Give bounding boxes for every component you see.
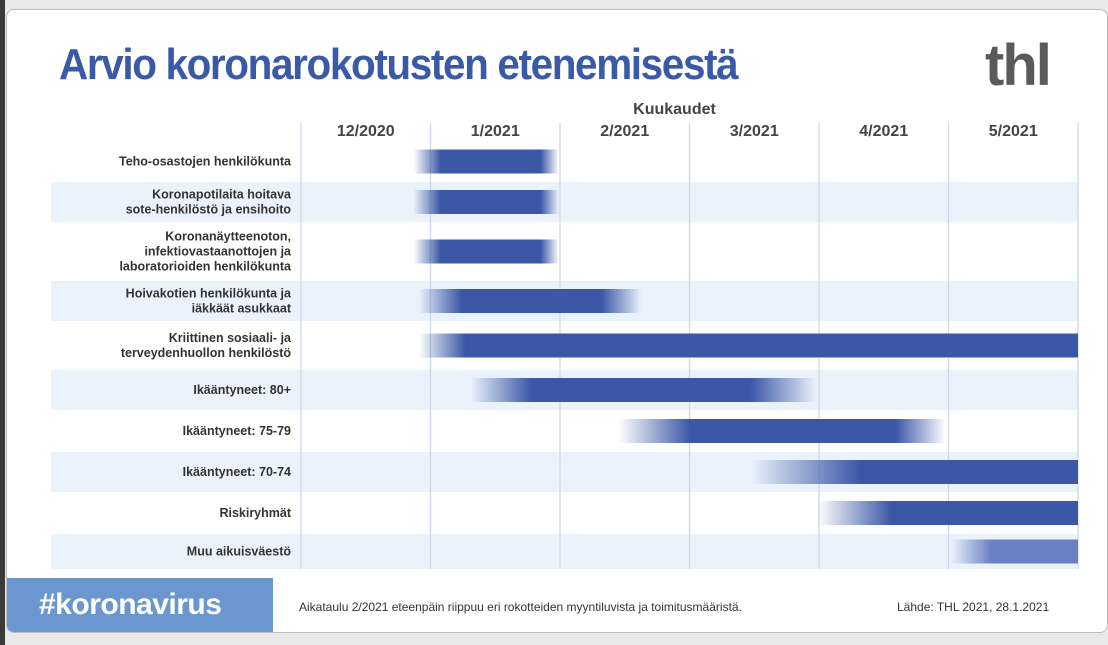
row-label: Koronanäytteenoton, bbox=[165, 230, 291, 244]
row-label: Ikääntyneet: 75-79 bbox=[183, 424, 291, 438]
source-text: Lähde: THL 2021, 28.1.2021 bbox=[897, 600, 1050, 614]
gantt-bar bbox=[413, 239, 559, 264]
x-tick-label: 2/2021 bbox=[600, 123, 649, 140]
row-label: terveydenhuollon henkilöstö bbox=[121, 346, 292, 360]
gantt-bar bbox=[470, 378, 817, 402]
row-label: Koronapotilaita hoitava bbox=[152, 188, 292, 202]
row-label: sote-henkilöstö ja ensihoito bbox=[126, 203, 292, 217]
gantt-chart: Kuukaudet 12/2020 1/2021 2/2021 3/2021 4/2021… bbox=[51, 101, 1079, 569]
thl-logo: thl bbox=[985, 33, 1052, 98]
row-label: laboratorioiden henkilökunta bbox=[119, 260, 292, 274]
gantt-bar bbox=[750, 460, 1078, 484]
x-tick-label: 5/2021 bbox=[989, 123, 1038, 140]
row-label: Hoivakotien henkilökunta ja bbox=[126, 287, 292, 301]
gantt-bar bbox=[413, 149, 559, 174]
row-band bbox=[51, 182, 1078, 222]
x-tick-label: 4/2021 bbox=[859, 123, 908, 140]
gantt-bar bbox=[418, 289, 642, 313]
x-tick-label: 1/2021 bbox=[471, 123, 520, 140]
x-axis-title: Kuukaudet bbox=[633, 101, 716, 118]
gantt-bar bbox=[951, 539, 1078, 564]
gantt-bar bbox=[418, 333, 1079, 358]
row-label: iäkkäät asukkaat bbox=[192, 302, 292, 316]
x-tick-label: 12/2020 bbox=[337, 123, 395, 140]
row-label: Kriittinen sosiaali- ja bbox=[169, 331, 292, 345]
hashtag-banner: #koronavirus bbox=[7, 578, 273, 632]
x-tick-label: 3/2021 bbox=[730, 123, 779, 140]
row-label: infektiovastaanottojen ja bbox=[144, 245, 292, 259]
window-edge bbox=[0, 0, 5, 645]
row-label: Riskiryhmät bbox=[219, 506, 291, 520]
footer-note: Aikataulu 2/2021 eteenpäin riippuu eri r… bbox=[299, 600, 742, 614]
gantt-bar bbox=[618, 419, 946, 443]
row-label: Ikääntyneet: 80+ bbox=[193, 383, 291, 397]
gantt-bar bbox=[413, 190, 559, 214]
row-label: Teho-osastojen henkilökunta bbox=[119, 155, 292, 169]
row-label: Muu aikuisväestö bbox=[187, 545, 292, 559]
gantt-bar bbox=[817, 501, 1078, 525]
row-label: Ikääntyneet: 70-74 bbox=[183, 465, 291, 479]
page-title: Arvio koronarokotusten etenemisestä bbox=[59, 40, 739, 89]
infographic-card: Arvio koronarokotusten etenemisestä thl … bbox=[6, 9, 1108, 633]
row-band bbox=[51, 534, 1078, 569]
